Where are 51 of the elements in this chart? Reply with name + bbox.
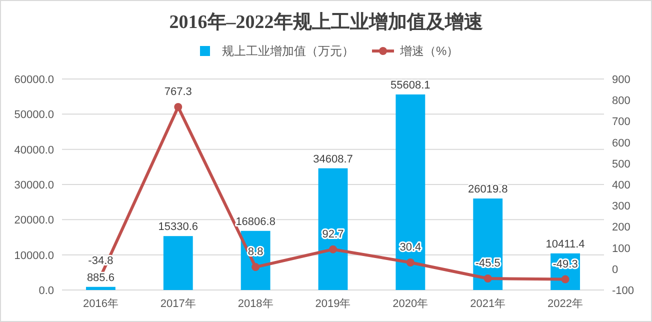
y2-tick-label: 900 <box>612 74 630 86</box>
bar <box>318 168 348 290</box>
data-label: 16806.8 <box>236 216 276 228</box>
y2-tick-label: 700 <box>612 116 630 128</box>
y2-tick-label: 0 <box>612 264 618 276</box>
y2-tick-label: 800 <box>612 95 630 108</box>
point <box>561 275 570 284</box>
y2-tick-label: 400 <box>612 180 630 192</box>
bar <box>473 198 503 290</box>
y-tick-label: 50000.0 <box>14 109 54 122</box>
y2-tick-label: 500 <box>612 158 630 170</box>
y-tick-label: 30000.0 <box>14 180 54 192</box>
bar <box>86 286 116 290</box>
data-label: 10411.4 <box>546 238 585 250</box>
point <box>406 258 414 266</box>
point <box>252 263 260 272</box>
data-label: -49.3 <box>552 258 578 270</box>
x-tick-label: 2018年 <box>238 298 274 310</box>
point <box>484 274 492 282</box>
point <box>329 245 337 254</box>
y-tick-label: 60000.0 <box>14 74 54 86</box>
legend-label: 规上工业增加值（万元） <box>222 44 354 58</box>
y-tick-label: 20000.0 <box>14 214 54 227</box>
data-label: 55608.1 <box>390 79 430 92</box>
data-label: 26019.8 <box>468 183 508 196</box>
data-label: 885.6 <box>86 272 114 284</box>
y-tick-label: 0.0 <box>38 285 54 297</box>
y2-tick-label: 100 <box>612 242 630 255</box>
x-tick-label: 2019年 <box>315 298 351 310</box>
data-label: 92.7 <box>322 228 344 240</box>
data-label: 767.3 <box>164 86 192 98</box>
x-tick-label: 2022年 <box>548 298 584 310</box>
x-tick-label: 2017年 <box>160 298 196 310</box>
y2-tick-label: 200 <box>612 222 630 234</box>
data-label: 30.4 <box>400 241 422 254</box>
y2-tick-label: -100 <box>612 285 634 297</box>
bar <box>396 94 426 290</box>
y-tick-label: 10000.0 <box>14 250 54 262</box>
bar <box>163 236 193 290</box>
y2-tick-label: 300 <box>612 200 630 213</box>
y-tick-label: 40000.0 <box>14 144 54 156</box>
y2-tick-label: 600 <box>612 137 630 150</box>
data-label: 34608.7 <box>313 153 353 166</box>
legend-label: 增速（%） <box>399 44 459 58</box>
data-label: -45.5 <box>475 258 500 270</box>
point <box>174 103 182 111</box>
x-tick-label: 2020年 <box>392 298 428 310</box>
data-label: 15330.6 <box>158 221 198 234</box>
x-tick-label: 2016年 <box>82 298 118 310</box>
x-tick-label: 2021年 <box>470 298 506 310</box>
chart-title: 2016年–2022年规上工业增加值及增速 <box>169 11 483 33</box>
